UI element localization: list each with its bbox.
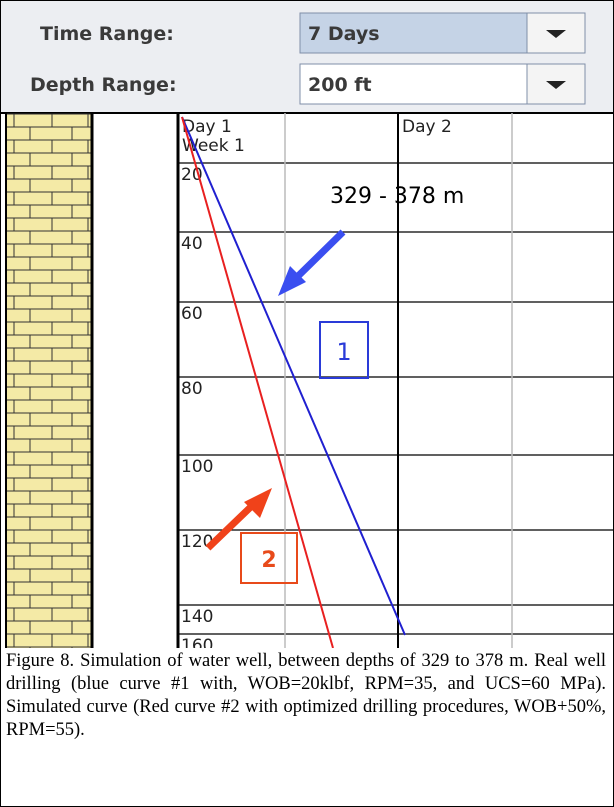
control-label: Depth Range: (30, 74, 177, 96)
depth-label: 120 (181, 532, 213, 552)
lithology-column (6, 113, 92, 648)
red-arrowhead (244, 488, 272, 518)
figure: Time Range: 7 Days Depth Range: 200 ft D… (1, 1, 614, 648)
column-header: Day 1 (182, 117, 232, 137)
blue-arrowhead (278, 266, 306, 296)
depth-label: 60 (181, 304, 203, 324)
track-grid (178, 162, 614, 635)
depth-annotation: 329 - 378 m (330, 184, 464, 209)
combo-value: 200 ft (308, 74, 372, 96)
combo-value: 7 Days (308, 23, 380, 45)
depth-label: 140 (181, 607, 213, 627)
depth-label: 40 (181, 234, 203, 254)
red-arrow (205, 497, 261, 551)
marker-label: 1 (336, 338, 351, 366)
red-curve (181, 116, 334, 648)
marker-box (240, 532, 298, 584)
column-header: Day 2 (402, 117, 452, 137)
blue-curve (181, 116, 406, 636)
figure-caption: Figure 8. Simulation of water well, betw… (6, 651, 606, 740)
depth-label: 100 (181, 457, 213, 477)
marker-label: 2 (261, 548, 276, 573)
depth-label: 160 (181, 636, 213, 648)
dropdown-arrow (546, 81, 566, 89)
control-label: Time Range: (40, 23, 174, 45)
blue-arrow (289, 229, 346, 285)
brick-fill (6, 114, 92, 648)
dropdown-arrow (546, 30, 566, 38)
depth-label: 80 (181, 379, 203, 399)
marker-box (319, 321, 369, 379)
